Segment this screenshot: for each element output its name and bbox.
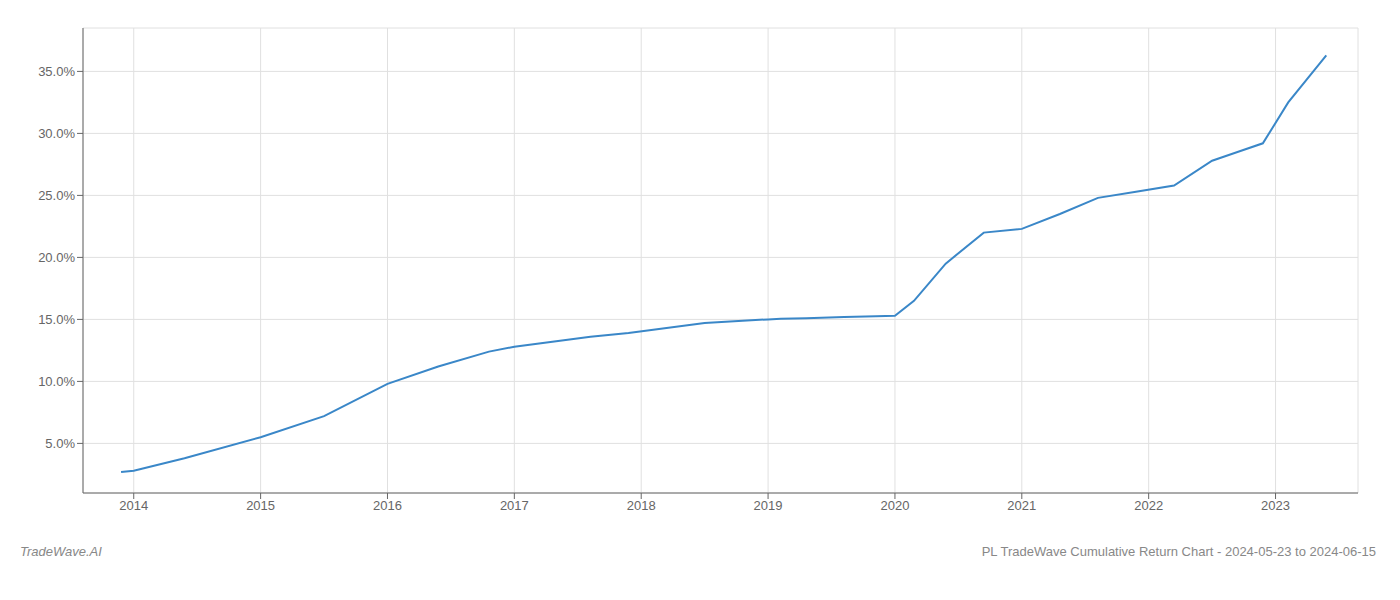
svg-text:2021: 2021 — [1007, 498, 1036, 513]
svg-text:2017: 2017 — [500, 498, 529, 513]
svg-text:2015: 2015 — [246, 498, 275, 513]
svg-text:2020: 2020 — [880, 498, 909, 513]
svg-text:35.0%: 35.0% — [38, 64, 75, 79]
svg-text:2019: 2019 — [754, 498, 783, 513]
svg-text:25.0%: 25.0% — [38, 188, 75, 203]
svg-text:2014: 2014 — [119, 498, 148, 513]
svg-text:2018: 2018 — [627, 498, 656, 513]
html-text:TradeWave.AI: TradeWave.AI — [20, 544, 102, 559]
html-text:PL TradeWave Cumulative Return: PL TradeWave Cumulative Return Chart - 2… — [981, 544, 1376, 559]
svg-text:2022: 2022 — [1134, 498, 1163, 513]
svg-text:2023: 2023 — [1261, 498, 1290, 513]
svg-text:5.0%: 5.0% — [45, 436, 75, 451]
svg-text:20.0%: 20.0% — [38, 250, 75, 265]
svg-text:10.0%: 10.0% — [38, 374, 75, 389]
svg-text:2016: 2016 — [373, 498, 402, 513]
svg-text:30.0%: 30.0% — [38, 126, 75, 141]
svg-text:15.0%: 15.0% — [38, 312, 75, 327]
